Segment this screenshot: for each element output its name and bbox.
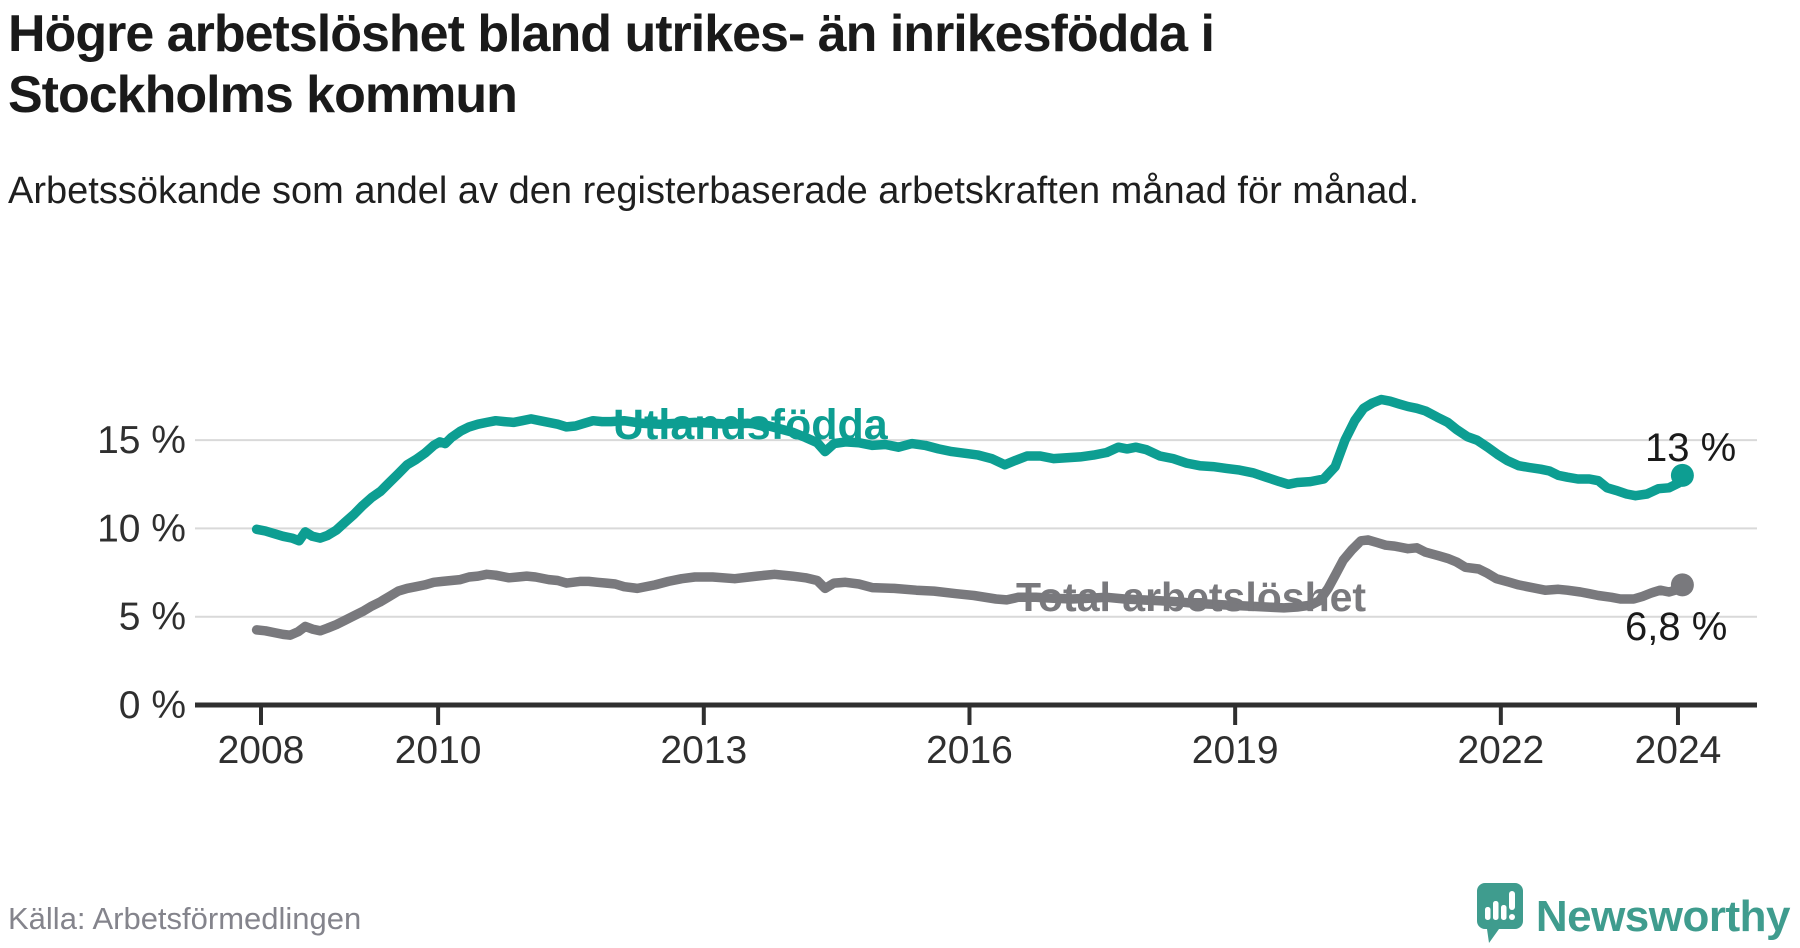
page-subtitle: Arbetssökande som andel av den registerb… <box>8 170 1420 212</box>
x-tick-label: 2008 <box>218 729 305 772</box>
y-tick-label: 0 % <box>119 684 186 727</box>
x-tick-label: 2016 <box>926 729 1013 772</box>
y-tick-label: 5 % <box>119 596 186 639</box>
x-tick-label: 2024 <box>1635 729 1722 772</box>
end-point-dot <box>1670 573 1694 597</box>
speech-bubble-bar-chart-icon <box>1476 883 1523 948</box>
end-value-label-utlandsfodda: 13 % <box>1645 426 1737 470</box>
end-value-label-total: 6,8 % <box>1625 605 1728 649</box>
y-tick-label: 15 % <box>97 419 186 462</box>
series-label-utlandsfodda: Utlandsfödda <box>613 401 888 449</box>
end-point-dot <box>1670 463 1694 487</box>
series-label-total-arbetsloshet: Total arbetslöshet <box>1016 574 1367 620</box>
x-tick-label: 2022 <box>1457 729 1544 772</box>
x-tick-label: 2013 <box>660 729 747 772</box>
brand-wordmark: Newsworthy <box>1535 891 1791 941</box>
line-series-total <box>251 535 1688 640</box>
x-tick-label: 2019 <box>1192 729 1279 772</box>
newsworthy-logo: Newsworthy <box>1476 883 1791 948</box>
line-series-utlandsfodda <box>251 394 1688 546</box>
source-note: Källa: Arbetsförmedlingen <box>8 901 362 936</box>
page-title: Högre arbetslöshet bland utrikes- än inr… <box>8 5 1215 124</box>
y-tick-label: 10 % <box>97 507 186 550</box>
x-tick-label: 2010 <box>395 729 482 772</box>
